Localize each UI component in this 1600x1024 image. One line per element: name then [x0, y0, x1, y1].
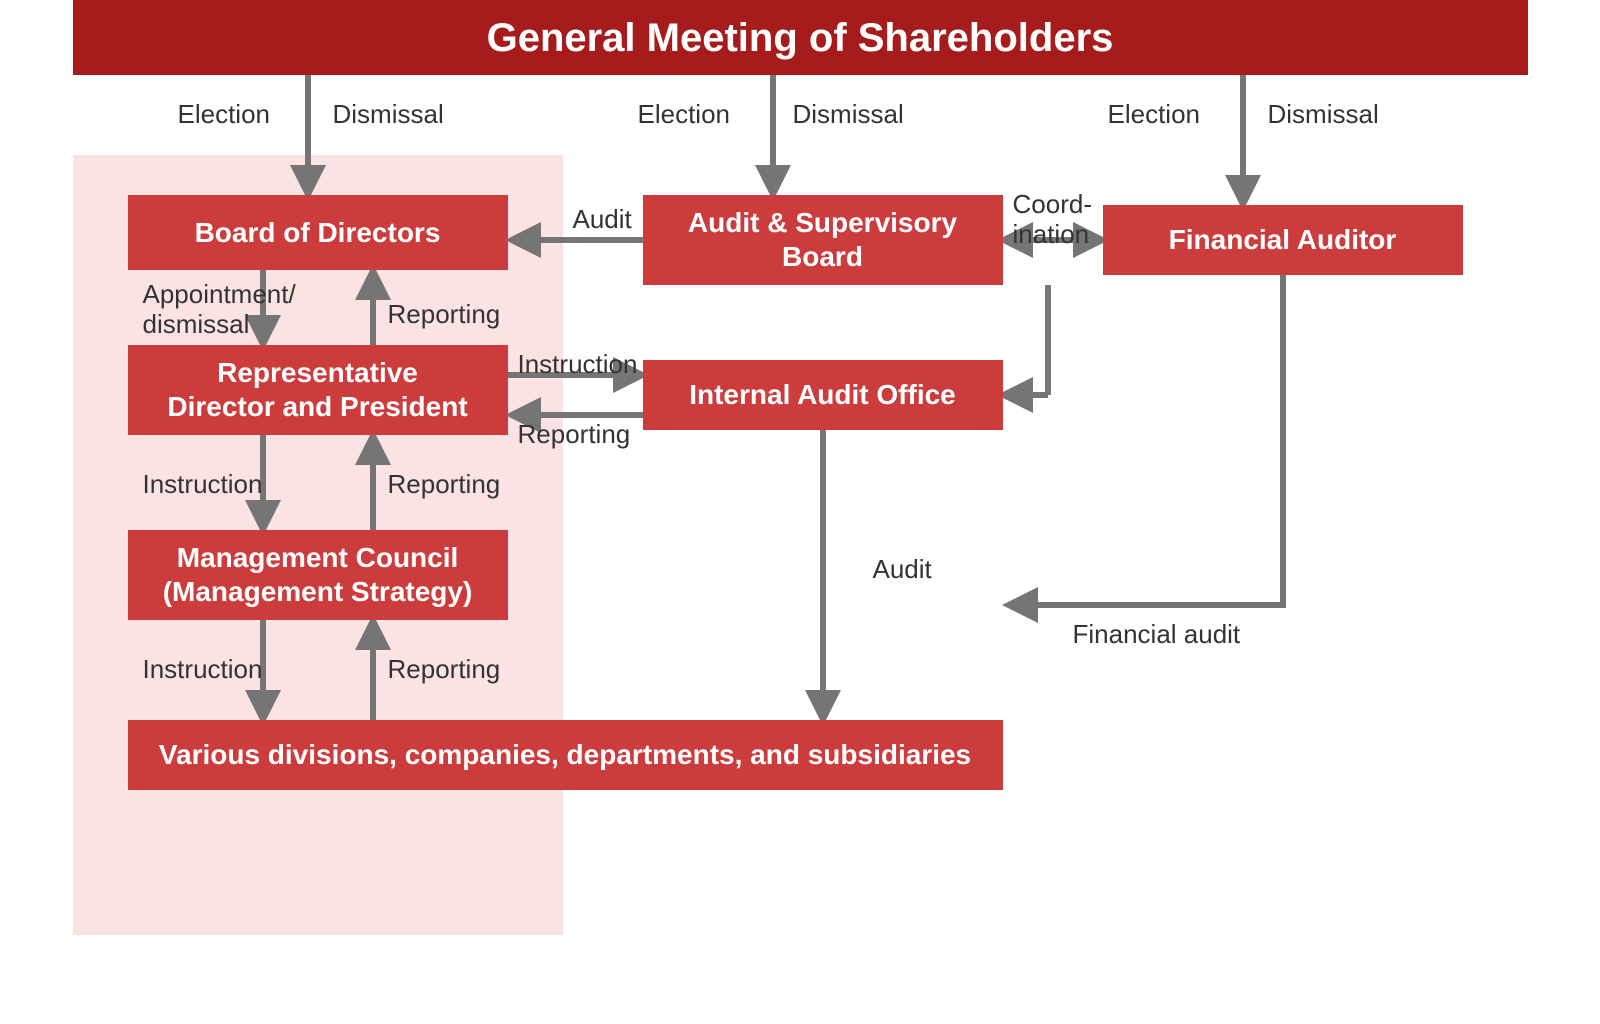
- node-header-text: General Meeting of Shareholders: [487, 14, 1114, 62]
- label-election-2: Election: [638, 100, 731, 130]
- node-board: Board of Directors: [128, 195, 508, 270]
- label-dismissal-1: Dismissal: [333, 100, 444, 130]
- label-dismissal-2: Dismissal: [793, 100, 904, 130]
- label-election-3: Election: [1108, 100, 1201, 130]
- label-election-1: Election: [178, 100, 271, 130]
- label-instruction-3: Instruction: [143, 655, 263, 685]
- label-appointment-dismissal: Appointment/ dismissal: [143, 280, 296, 340]
- label-instruction-1: Instruction: [518, 350, 638, 380]
- label-reporting-4: Reporting: [388, 655, 501, 685]
- node-asb-text: Audit & Supervisory Board: [688, 206, 957, 273]
- node-divisions-text: Various divisions, companies, department…: [159, 738, 971, 772]
- label-reporting-3: Reporting: [388, 470, 501, 500]
- label-coordination: Coord- ination: [1013, 190, 1092, 250]
- node-mgmt-text: Management Council (Management Strategy): [163, 541, 473, 608]
- label-financial-audit: Financial audit: [1073, 620, 1241, 650]
- node-finaud-text: Financial Auditor: [1169, 223, 1397, 257]
- node-board-text: Board of Directors: [195, 216, 441, 250]
- node-representative: Representative Director and President: [128, 345, 508, 435]
- node-asb: Audit & Supervisory Board: [643, 195, 1003, 285]
- label-instruction-2: Instruction: [143, 470, 263, 500]
- a-finaud-down: [1008, 275, 1283, 605]
- label-reporting-2: Reporting: [518, 420, 631, 450]
- label-audit-2: Audit: [873, 555, 932, 585]
- label-reporting-1: Reporting: [388, 300, 501, 330]
- node-header: General Meeting of Shareholders: [73, 0, 1528, 75]
- label-audit-1: Audit: [573, 205, 632, 235]
- node-iao-text: Internal Audit Office: [689, 378, 956, 412]
- node-management-council: Management Council (Management Strategy): [128, 530, 508, 620]
- node-financial-auditor: Financial Auditor: [1103, 205, 1463, 275]
- label-dismissal-3: Dismissal: [1268, 100, 1379, 130]
- node-divisions: Various divisions, companies, department…: [128, 720, 1003, 790]
- node-representative-text: Representative Director and President: [167, 356, 467, 423]
- node-internal-audit-office: Internal Audit Office: [643, 360, 1003, 430]
- org-chart: General Meeting of Shareholders Board of…: [73, 0, 1528, 935]
